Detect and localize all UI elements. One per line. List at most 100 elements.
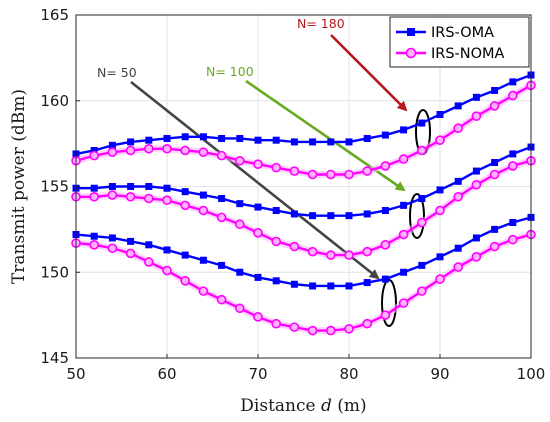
- data-point: [454, 177, 462, 185]
- series: [71, 71, 536, 336]
- data-point: [416, 145, 427, 156]
- series-irs-oma: [72, 143, 535, 220]
- data-point: [218, 195, 226, 203]
- data-point: [235, 155, 245, 166]
- data-point: [218, 134, 226, 142]
- data-point: [272, 277, 280, 285]
- data-point: [216, 212, 227, 223]
- callouts: [130, 34, 431, 327]
- callout-ellipse: [409, 193, 425, 239]
- data-point: [90, 232, 98, 240]
- data-point: [253, 228, 263, 238]
- data-point: [489, 241, 500, 252]
- data-point: [345, 282, 353, 290]
- data-point: [271, 236, 282, 247]
- data-point: [309, 212, 317, 220]
- legend-marker: [407, 28, 415, 36]
- data-point: [271, 162, 282, 173]
- data-point: [307, 325, 318, 336]
- data-point: [180, 145, 190, 156]
- x-tick-label: 70: [248, 365, 267, 383]
- data-point: [289, 322, 300, 332]
- data-point: [216, 294, 227, 305]
- legend-marker: [405, 47, 417, 59]
- callout-ellipse: [381, 279, 397, 327]
- data-point: [380, 240, 391, 250]
- annotation-label: N= 100: [206, 64, 254, 79]
- data-point: [489, 101, 500, 111]
- data-point: [381, 275, 389, 283]
- x-tick-label: 90: [430, 365, 449, 383]
- data-point: [235, 219, 245, 230]
- y-tick-label: 160: [40, 92, 69, 110]
- legend: IRS-OMA IRS-NOMA: [389, 16, 530, 68]
- data-point: [127, 183, 135, 190]
- data-point: [89, 150, 99, 161]
- y-axis-title: Transmit power (dBm): [9, 89, 29, 284]
- data-point: [453, 123, 464, 133]
- series-line: [75, 73, 532, 156]
- series-irs-noma: [71, 80, 536, 180]
- data-point: [271, 318, 282, 329]
- data-point: [289, 166, 300, 176]
- data-point: [127, 237, 135, 245]
- x-tick-label: 100: [517, 365, 546, 383]
- data-point: [125, 248, 136, 259]
- data-point: [198, 147, 209, 157]
- data-point: [509, 150, 517, 158]
- data-point: [307, 246, 318, 257]
- data-point: [418, 119, 426, 127]
- callout-arrow: [130, 80, 380, 280]
- data-point: [254, 136, 262, 144]
- data-point: [416, 286, 427, 296]
- data-point: [345, 212, 353, 220]
- data-point: [507, 234, 518, 245]
- data-point: [127, 138, 135, 146]
- annotation-label: N= 180: [297, 16, 345, 31]
- data-point: [362, 318, 373, 329]
- series-line: [76, 145, 532, 217]
- data-point: [181, 188, 189, 196]
- data-point: [89, 240, 99, 250]
- data-point: [325, 250, 336, 260]
- data-point: [400, 126, 408, 134]
- data-point: [325, 169, 336, 180]
- data-point: [218, 261, 226, 269]
- data-point: [145, 136, 153, 144]
- data-point: [125, 145, 136, 156]
- data-point: [181, 133, 189, 141]
- data-point: [290, 138, 298, 146]
- data-point: [254, 203, 262, 211]
- data-point: [436, 186, 444, 194]
- data-point: [236, 134, 244, 142]
- data-point: [416, 217, 427, 228]
- data-point: [362, 246, 373, 257]
- y-tick-label: 155: [40, 178, 69, 196]
- data-point: [181, 251, 189, 259]
- data-point: [216, 150, 227, 161]
- x-tick-label: 50: [66, 365, 85, 383]
- data-point: [454, 244, 462, 252]
- data-point: [90, 184, 98, 192]
- data-point: [144, 257, 154, 267]
- y-tick-label: 150: [40, 263, 69, 281]
- data-point: [162, 143, 172, 154]
- data-point: [344, 324, 354, 334]
- data-point: [108, 234, 116, 242]
- data-point: [398, 298, 409, 308]
- data-point: [509, 219, 517, 227]
- legend-box: [389, 16, 530, 68]
- data-point: [472, 167, 480, 175]
- data-point: [90, 146, 98, 154]
- data-point: [327, 212, 335, 220]
- x-axis-title: Distance d (m): [240, 396, 366, 416]
- data-point: [418, 195, 426, 203]
- data-point: [400, 201, 408, 209]
- series-glow: [75, 82, 533, 178]
- data-point: [472, 234, 480, 242]
- data-point: [290, 210, 298, 218]
- data-point: [254, 273, 262, 281]
- callout-arrow: [330, 34, 408, 112]
- data-point: [491, 86, 499, 94]
